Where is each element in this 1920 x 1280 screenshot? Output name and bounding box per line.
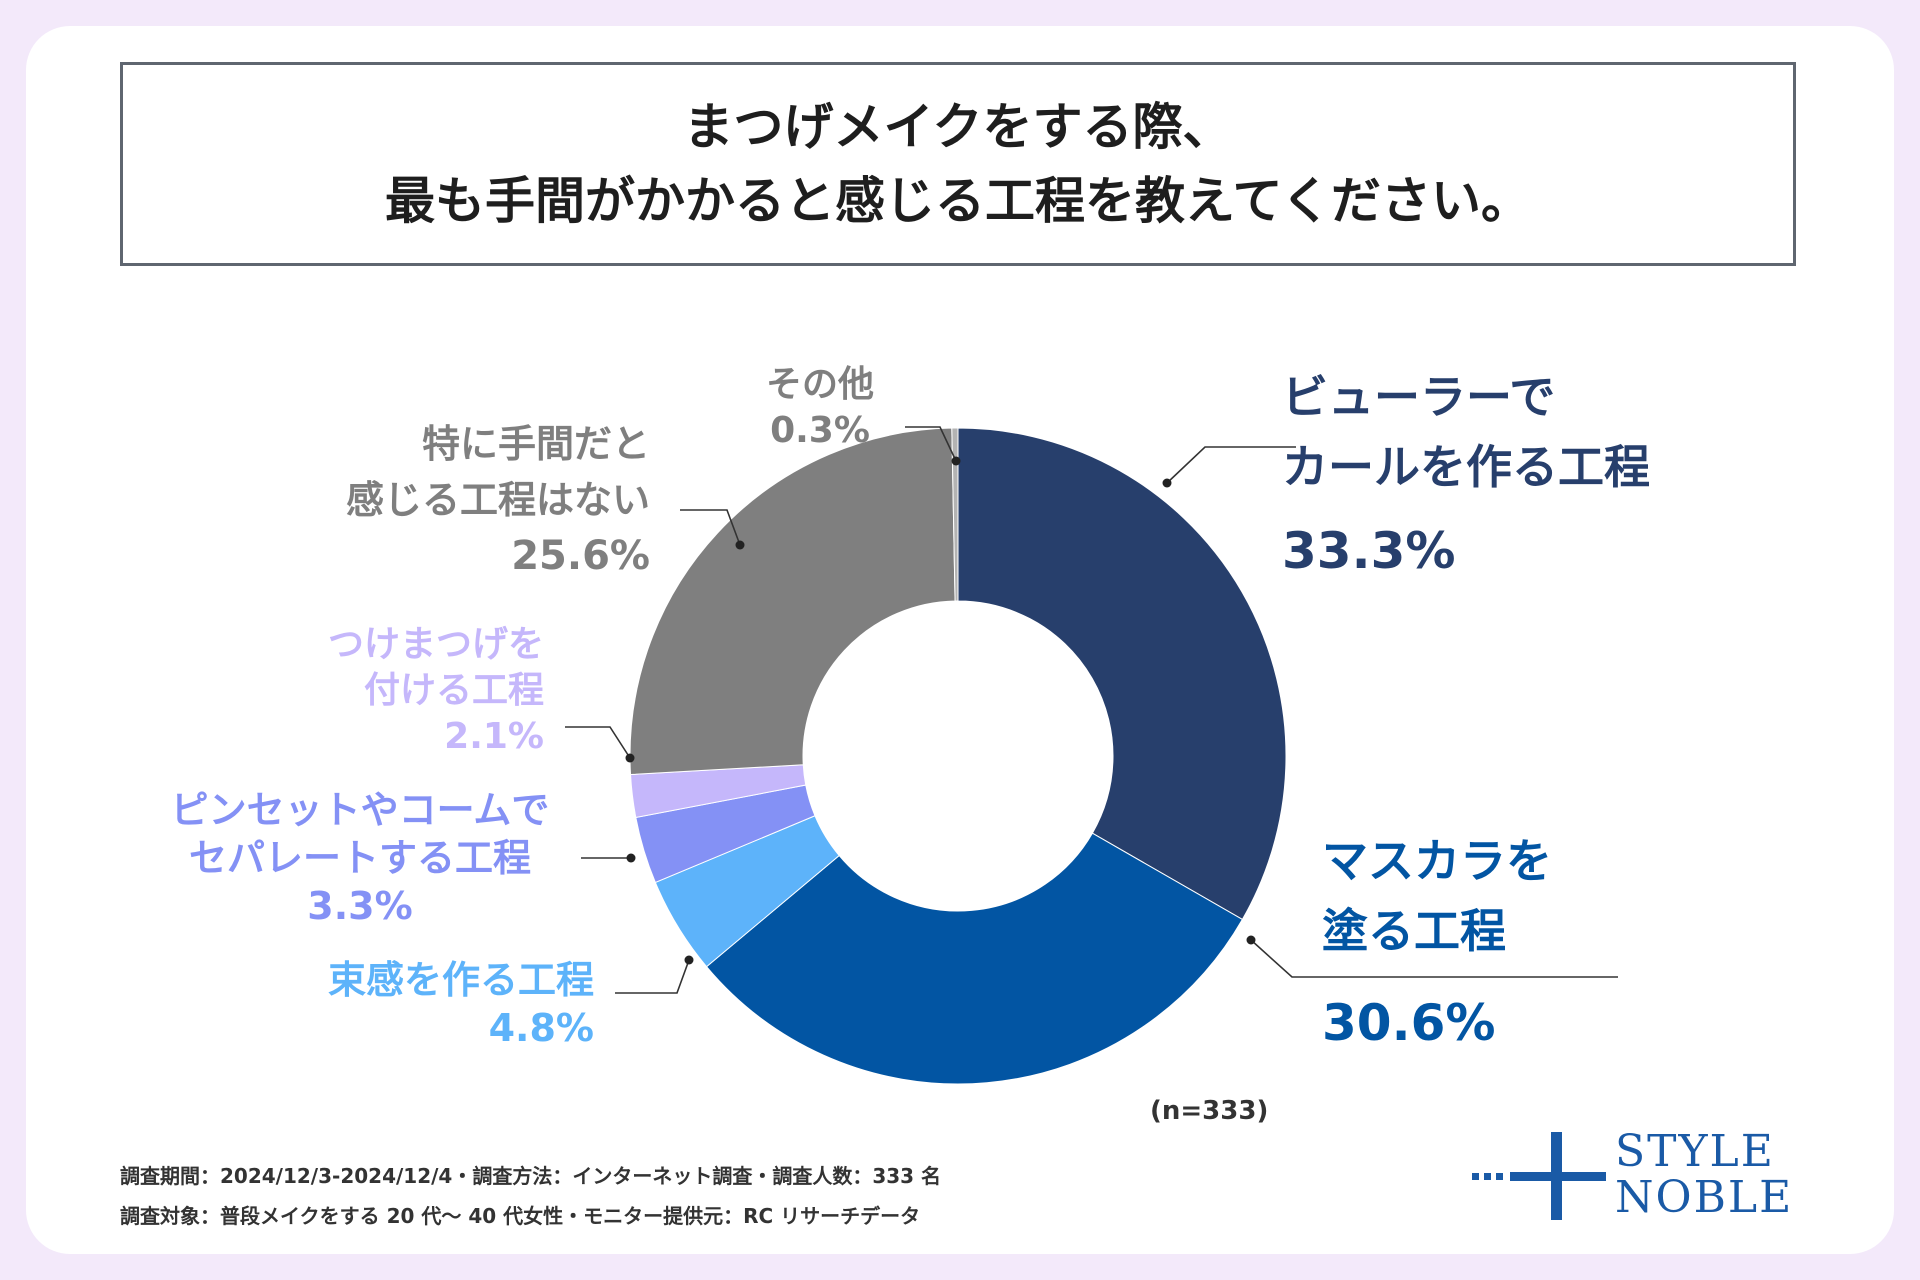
logo-mark-icon <box>1472 1132 1606 1220</box>
label-bundle-pct: 4.8% <box>488 1006 594 1050</box>
donut-slice-1 <box>705 832 1244 1085</box>
label-false-lash: つけまつげを 付ける工程 2.1% <box>328 622 544 760</box>
label-curler-pct: 33.3% <box>1282 522 1456 580</box>
leader-dot-none <box>735 540 745 550</box>
leader-dot-bundle <box>684 955 694 965</box>
label-other-pct: 0.3% <box>770 410 870 451</box>
label-separate: ピンセットやコームで セパレートする工程 3.3% <box>140 786 580 930</box>
label-mascara-line2: 塗る工程 <box>1322 904 1506 958</box>
title-line-1: まつげメイクをする際、 <box>683 98 1233 156</box>
title-box: まつげメイクをする際、 最も手間がかかると感じる工程を教えてください。 <box>120 62 1796 266</box>
donut-slice-0 <box>957 427 1287 921</box>
leader-mascara <box>1250 939 1618 978</box>
style-noble-logo: STYLE NOBLE <box>1470 1128 1810 1224</box>
label-mascara-pct: 30.6% <box>1322 994 1496 1052</box>
label-separate-line1: ピンセットやコームで <box>170 788 550 832</box>
label-bundle: 束感を作る工程 4.8% <box>328 956 594 1052</box>
label-curler: ビューラーで カールを作る工程 33.3% <box>1282 362 1650 586</box>
label-none-line2: 感じる工程はない <box>345 478 650 522</box>
leader-dot-separate <box>626 853 636 863</box>
leader-bundle <box>615 959 690 994</box>
leader-false-lash <box>565 726 631 759</box>
donut-slice-5 <box>629 427 956 776</box>
label-false-lash-line1: つけまつげを <box>327 624 544 665</box>
leader-curler <box>1166 446 1296 484</box>
logo-text-style: STYLE <box>1615 1126 1775 1177</box>
label-other: その他 0.3% <box>740 362 900 454</box>
label-mascara: マスカラを 塗る工程 30.6% <box>1322 826 1552 1058</box>
sample-size: (n=333) <box>1150 1096 1269 1126</box>
leader-dot-mascara <box>1246 935 1256 945</box>
leader-dot-false-lash <box>625 753 635 763</box>
label-separate-line2: セパレートする工程 <box>188 836 531 880</box>
leader-other <box>905 426 957 462</box>
label-none: 特に手間だと 感じる工程はない 25.6% <box>346 416 650 584</box>
label-separate-pct: 3.3% <box>307 884 413 928</box>
footer-line-2: 調査対象：普段メイクをする 20 代〜 40 代女性・モニター提供元：RC リサ… <box>120 1204 921 1228</box>
label-bundle-line1: 束感を作る工程 <box>327 958 594 1002</box>
label-none-line1: 特に手間だと <box>421 422 650 466</box>
label-curler-line1: ビューラーで <box>1282 370 1556 424</box>
leader-dot-other <box>951 456 961 466</box>
label-curler-line2: カールを作る工程 <box>1282 440 1650 494</box>
label-mascara-line1: マスカラを <box>1322 834 1552 888</box>
label-false-lash-pct: 2.1% <box>444 716 544 757</box>
label-other-line1: その他 <box>765 364 874 405</box>
title-line-2: 最も手間がかかると感じる工程を教えてください。 <box>385 172 1531 230</box>
label-false-lash-line2: 付ける工程 <box>363 670 544 711</box>
label-none-pct: 25.6% <box>511 533 650 579</box>
donut-slice-6 <box>951 427 959 602</box>
logo-text-noble: NOBLE <box>1615 1172 1794 1223</box>
leader-dot-curler <box>1162 478 1172 488</box>
leader-none <box>680 509 741 546</box>
footer-line-1: 調査期間：2024/12/3-2024/12/4・調査方法：インターネット調査・… <box>120 1164 942 1188</box>
